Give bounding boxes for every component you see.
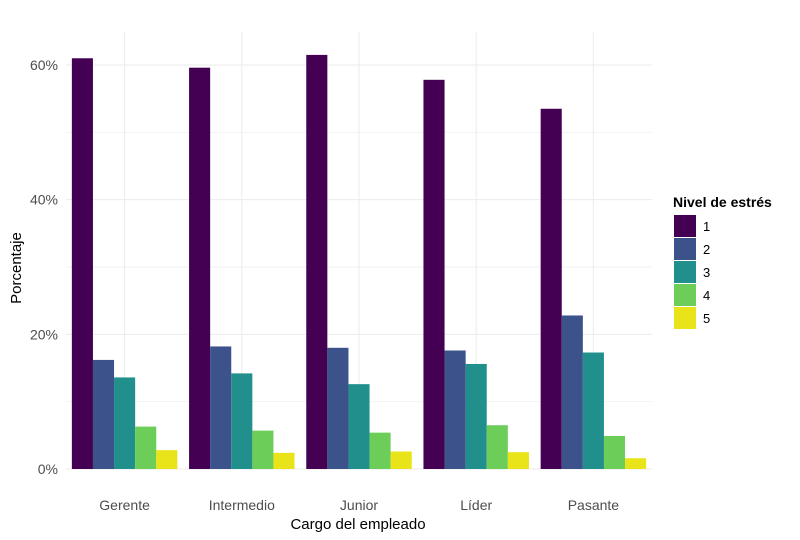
bar-pasante-nivel-1 xyxy=(540,108,562,470)
bar-junior-nivel-2 xyxy=(327,347,349,469)
legend-label: 5 xyxy=(703,311,710,326)
y-axis-title: Porcentaje xyxy=(8,232,25,304)
x-tick-label: Intermedio xyxy=(209,497,275,513)
bar-pasante-nivel-5 xyxy=(625,458,647,469)
y-tick-labels: 0% 20% 40% 60% xyxy=(30,57,58,477)
x-tick-label: Junior xyxy=(340,497,378,513)
bar-intermedio-nivel-4 xyxy=(252,430,274,469)
bar-lder-nivel-5 xyxy=(507,452,529,469)
legend-key-5 xyxy=(674,307,696,329)
legend-title: Nivel de estrés xyxy=(673,194,772,210)
x-axis-title: Cargo del empleado xyxy=(290,516,425,533)
x-tick-label: Líder xyxy=(460,497,492,513)
bar-junior-nivel-3 xyxy=(348,384,370,469)
x-tick-labels: Gerente Intermedio Junior Líder Pasante xyxy=(99,497,619,513)
bar-lder-nivel-3 xyxy=(465,363,487,469)
bar-gerente-nivel-4 xyxy=(135,426,157,469)
bar-intermedio-nivel-5 xyxy=(273,452,295,469)
legend-key-1 xyxy=(674,215,696,237)
legend-key-3 xyxy=(674,261,696,283)
bar-gerente-nivel-3 xyxy=(114,377,136,469)
bar-gerente-nivel-2 xyxy=(92,359,115,469)
y-tick-label: 0% xyxy=(38,461,58,477)
bar-pasante-nivel-2 xyxy=(561,315,583,469)
legend-label: 4 xyxy=(703,288,710,303)
bar-lder-nivel-4 xyxy=(486,425,508,469)
bar-junior-nivel-1 xyxy=(306,54,328,470)
legend: Nivel de estrés 1 2 3 4 5 xyxy=(673,194,772,329)
x-tick-label: Pasante xyxy=(568,497,620,513)
bar-intermedio-nivel-3 xyxy=(231,373,253,469)
legend-label: 3 xyxy=(703,265,710,280)
y-tick-label: 60% xyxy=(30,57,58,73)
x-tick-label: Gerente xyxy=(99,497,150,513)
bar-junior-nivel-5 xyxy=(390,451,412,469)
legend-items: 1 2 3 4 5 xyxy=(674,215,710,329)
legend-key-4 xyxy=(674,284,696,306)
bar-pasante-nivel-4 xyxy=(603,436,626,469)
bar-lder-nivel-1 xyxy=(423,79,445,470)
bar-pasante-nivel-3 xyxy=(582,352,604,469)
bar-junior-nivel-4 xyxy=(369,432,391,469)
legend-label: 1 xyxy=(703,219,710,234)
bar-gerente-nivel-1 xyxy=(71,58,93,470)
legend-label: 2 xyxy=(703,242,710,257)
y-tick-label: 20% xyxy=(30,326,58,342)
bar-intermedio-nivel-2 xyxy=(210,346,232,469)
bar-gerente-nivel-5 xyxy=(156,450,178,469)
y-tick-label: 40% xyxy=(30,192,58,208)
legend-key-2 xyxy=(674,238,696,260)
bar-intermedio-nivel-1 xyxy=(189,67,211,470)
bars xyxy=(71,54,647,470)
bar-lder-nivel-2 xyxy=(444,350,466,469)
